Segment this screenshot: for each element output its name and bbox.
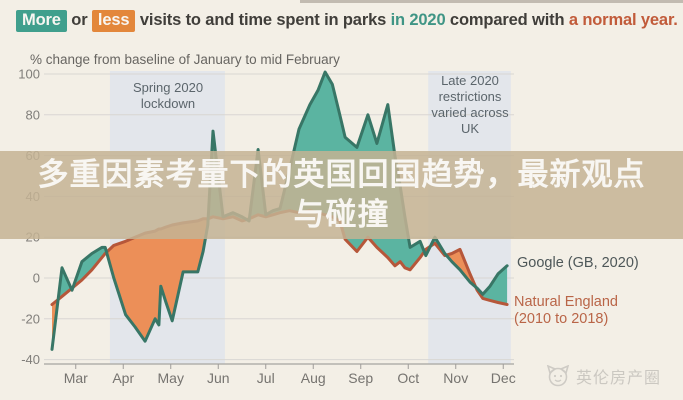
xtick-label-Mar: Mar — [64, 370, 88, 386]
title-conjunction: or — [71, 11, 88, 29]
legend-natural-england: Natural England (2010 to 2018) — [514, 294, 618, 327]
ytick-label--40: -40 — [21, 352, 40, 367]
less-chip: less — [91, 10, 136, 32]
watermark: 英伦房产圈 — [546, 364, 661, 388]
xtick-label-Jul: Jul — [257, 370, 275, 386]
xtick-label-Oct: Oct — [397, 370, 419, 386]
chart-subtitle: % change from baseline of January to mid… — [30, 52, 340, 67]
less-than-normal-area-10 — [446, 249, 476, 287]
ytick-label--20: -20 — [21, 311, 40, 326]
ytick-label-0: 0 — [33, 271, 40, 286]
ytick-label-100: 100 — [18, 67, 40, 82]
xtick-label-Sep: Sep — [348, 370, 373, 386]
xtick-label-May: May — [158, 370, 184, 386]
headline-line-1: 多重因素考量下的英国回国趋势，最新观点 — [37, 157, 646, 193]
headline-line-2: 与碰撞 — [293, 197, 390, 233]
title-compared-with: compared with — [449, 11, 565, 29]
more-than-normal-area-3 — [72, 247, 107, 288]
legend-google-gb-2020: Google (GB, 2020) — [517, 255, 639, 271]
cat-logo-icon — [546, 365, 570, 387]
top-edge-artifact — [300, 0, 683, 3]
watermark-text: 英伦房产圈 — [575, 370, 661, 387]
chinese-headline-overlay: 多重因素考量下的英国回国趋势，最新观点 与碰撞 — [0, 151, 683, 239]
annotation-late-2020-restrictions: Late 2020 restrictions varied across UK — [431, 73, 509, 136]
xtick-label-Dec: Dec — [491, 370, 516, 386]
chart-title: More or less visits to and time spent in… — [16, 10, 678, 32]
xtick-label-Jun: Jun — [207, 370, 230, 386]
ytick-label-80: 80 — [26, 107, 40, 122]
xtick-label-Apr: Apr — [112, 370, 134, 386]
title-normal-year: a normal year. — [568, 11, 678, 29]
title-in-2020: in 2020 — [390, 11, 446, 29]
xtick-label-Aug: Aug — [301, 370, 326, 386]
less-than-normal-area-4 — [106, 218, 209, 342]
xtick-label-Nov: Nov — [443, 370, 468, 386]
title-middle: visits to and time spent in parks — [139, 11, 387, 29]
annotation-spring-lockdown: Spring 2020 lockdown — [132, 80, 204, 111]
more-chip: More — [16, 10, 67, 32]
